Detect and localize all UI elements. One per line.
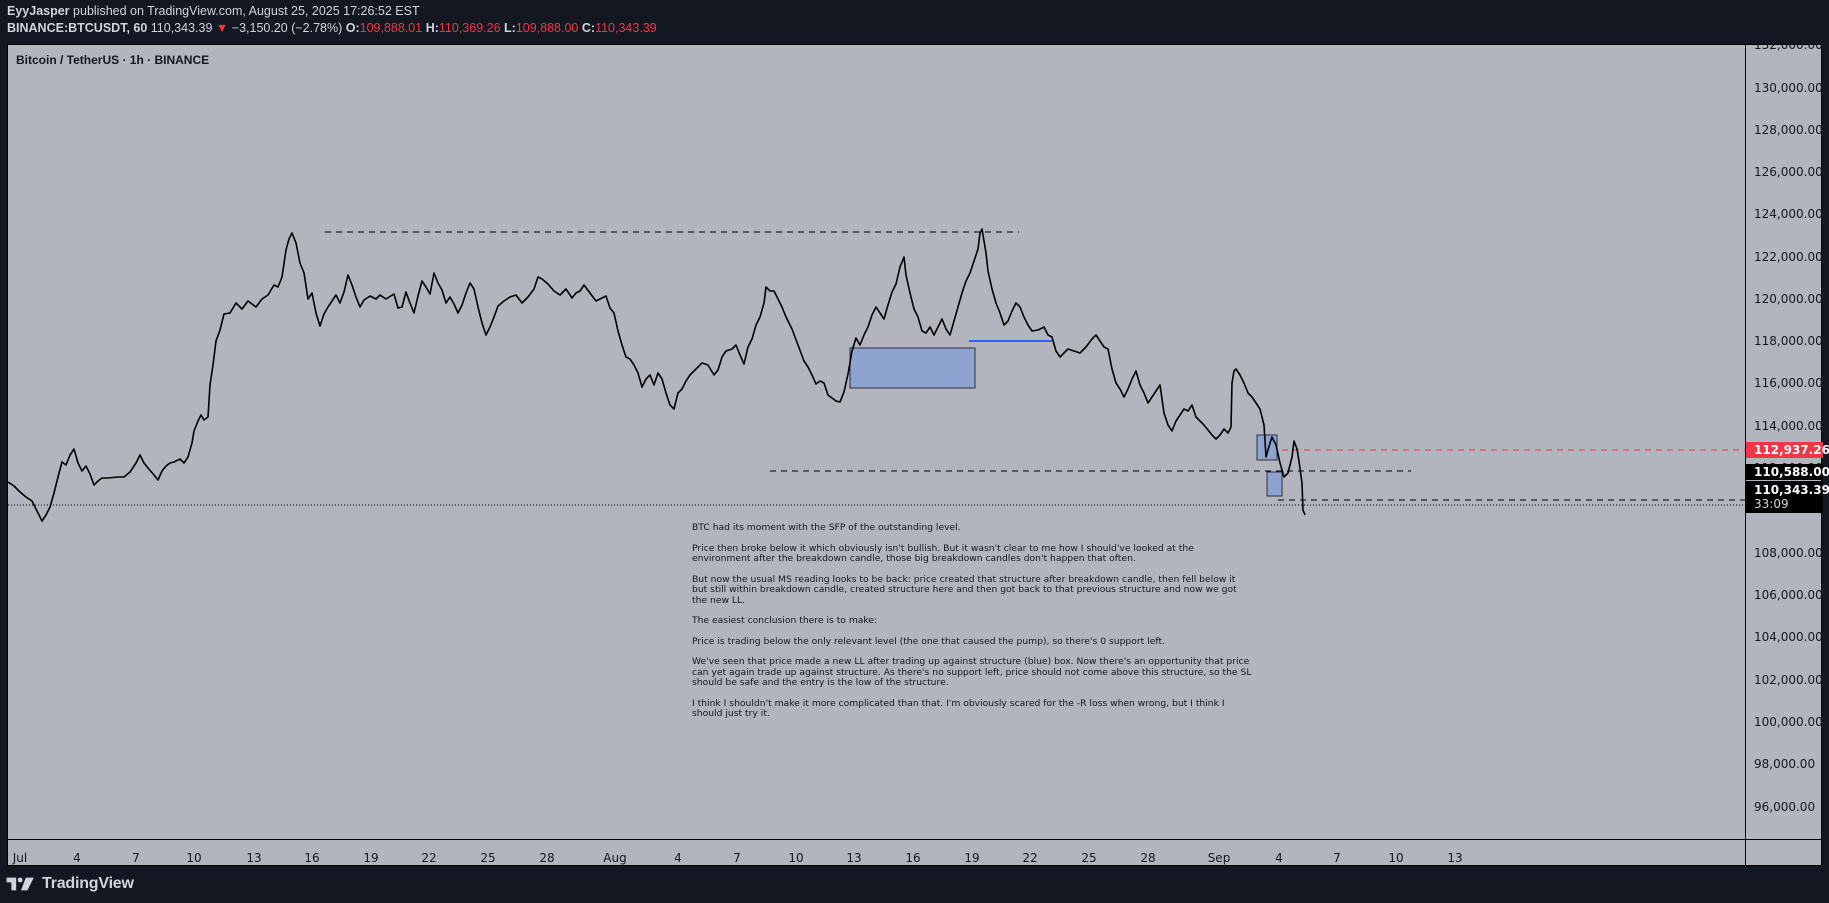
time-tick-label: 28: [1140, 851, 1156, 865]
price-tick-label: 126,000.00: [1754, 165, 1823, 179]
open-value: 109,888.01: [359, 21, 423, 35]
low-label: L:: [504, 21, 516, 35]
time-tick-label: 28: [539, 851, 555, 865]
time-tick-label: 16: [905, 851, 921, 865]
price-tick-label: 124,000.00: [1754, 207, 1823, 221]
price-tick-label: 108,000.00: [1754, 546, 1823, 560]
price-series: [8, 228, 1306, 522]
price-tick-label: 118,000.00: [1754, 334, 1823, 348]
last-price: 110,343.39: [150, 21, 213, 35]
annotation-paragraph: Price then broke below it which obviousl…: [692, 542, 1194, 564]
time-tick-label: 25: [1081, 851, 1097, 865]
level-price-tag: 110,588.00: [1746, 464, 1829, 480]
time-tick-label: 4: [1275, 851, 1283, 865]
time-tick-label: 13: [246, 851, 262, 865]
time-tick-label: 22: [1022, 851, 1038, 865]
price-tick-label: 116,000.00: [1754, 376, 1823, 390]
time-tick-label: 10: [186, 851, 202, 865]
annotation-paragraph: Price is trading below the only relevant…: [692, 635, 1165, 647]
price-tick-label: 132,000.00: [1754, 38, 1823, 52]
price-tick-label: 100,000.00: [1754, 715, 1823, 729]
tradingview-wordmark: TradingView: [42, 875, 134, 892]
current-price-value: 110,343.39: [1754, 483, 1829, 497]
time-tick-label: 4: [674, 851, 682, 865]
price-tick-label: 102,000.00: [1754, 673, 1823, 687]
price-tick-label: 128,000.00: [1754, 123, 1823, 137]
time-tick-label: 7: [1333, 851, 1341, 865]
down-arrow-icon: ▼: [215, 21, 229, 35]
time-tick-label: 7: [733, 851, 741, 865]
price-tick-label: 114,000.00: [1754, 419, 1823, 433]
time-tick-label: 13: [1447, 851, 1463, 865]
high-label: H:: [425, 21, 439, 35]
price-tick-label: 130,000.00: [1754, 81, 1823, 95]
time-axis-border: [8, 839, 1821, 840]
price-tick-label: 98,000.00: [1754, 757, 1816, 771]
price-tick-label: 120,000.00: [1754, 292, 1823, 306]
low-value: 109,888.00: [515, 21, 579, 35]
time-tick-label: 4: [73, 851, 81, 865]
price-tick-label: 122,000.00: [1754, 250, 1823, 264]
author-name[interactable]: EyyJasper: [7, 4, 70, 18]
red-level-price-tag: 112,937.26: [1746, 442, 1829, 458]
structure-box[interactable]: [849, 347, 976, 389]
annotation-paragraph: But now the usual MS reading looks to be…: [692, 573, 1237, 606]
time-tick-label: 22: [421, 851, 437, 865]
time-tick-label: 10: [1388, 851, 1404, 865]
time-tick-label: Aug: [603, 851, 627, 865]
time-tick-label: 19: [363, 851, 379, 865]
publish-info: EyyJasper published on TradingView.com, …: [7, 4, 420, 18]
time-tick-label: 7: [132, 851, 140, 865]
price-change: −3,150.20 (−2.78%): [231, 21, 343, 35]
price-tick-label: 106,000.00: [1754, 588, 1823, 602]
time-tick-label: 10: [788, 851, 804, 865]
chart-drawings: [8, 231, 1745, 506]
symbol-label: BINANCE:BTCUSDT, 60: [7, 21, 148, 35]
published-text: published on TradingView.com, August 25,…: [73, 4, 420, 18]
structure-box[interactable]: [1266, 471, 1283, 497]
close-value: 110,343.39: [595, 21, 657, 35]
annotation-paragraph: BTC had its moment with the SFP of the o…: [692, 522, 961, 533]
annotation-paragraph: The easiest conclusion there is to make:: [692, 615, 878, 626]
price-axis-border: [1745, 45, 1746, 866]
time-tick-label: Sep: [1207, 851, 1231, 865]
price-tick-label: 104,000.00: [1754, 630, 1823, 644]
symbol-info-bar: BINANCE:BTCUSDT, 60 110,343.39 ▼ −3,150.…: [7, 21, 657, 35]
time-tick-label: 25: [480, 851, 496, 865]
price-tick-label: 96,000.00: [1754, 800, 1816, 814]
time-tick-label: 13: [846, 851, 862, 865]
tradingview-logo-icon: [6, 877, 34, 891]
bar-countdown: 33:09: [1754, 497, 1789, 511]
time-tick-label: 19: [964, 851, 980, 865]
annotation-paragraph: I think I shouldn't make it more complic…: [692, 697, 1225, 719]
time-tick-label: 16: [304, 851, 320, 865]
open-label: O:: [345, 21, 360, 35]
annotation-paragraph: We've seen that price made a new LL afte…: [692, 656, 1252, 688]
high-value: 110,369.26: [438, 21, 501, 35]
current-price-tag: 110,343.39 33:09: [1746, 481, 1829, 513]
text-annotation[interactable]: BTC had its moment with the SFP of the o…: [692, 522, 1252, 730]
close-label: C:: [581, 21, 596, 35]
time-tick-label: Jul: [12, 851, 28, 865]
tradingview-logo[interactable]: TradingView: [6, 875, 134, 893]
chart-panel[interactable]: Bitcoin / TetherUS · 1h · BINANCE BTC ha…: [7, 38, 1829, 866]
price-plot[interactable]: [8, 45, 1821, 865]
chart-title: Bitcoin / TetherUS · 1h · BINANCE: [16, 53, 210, 67]
